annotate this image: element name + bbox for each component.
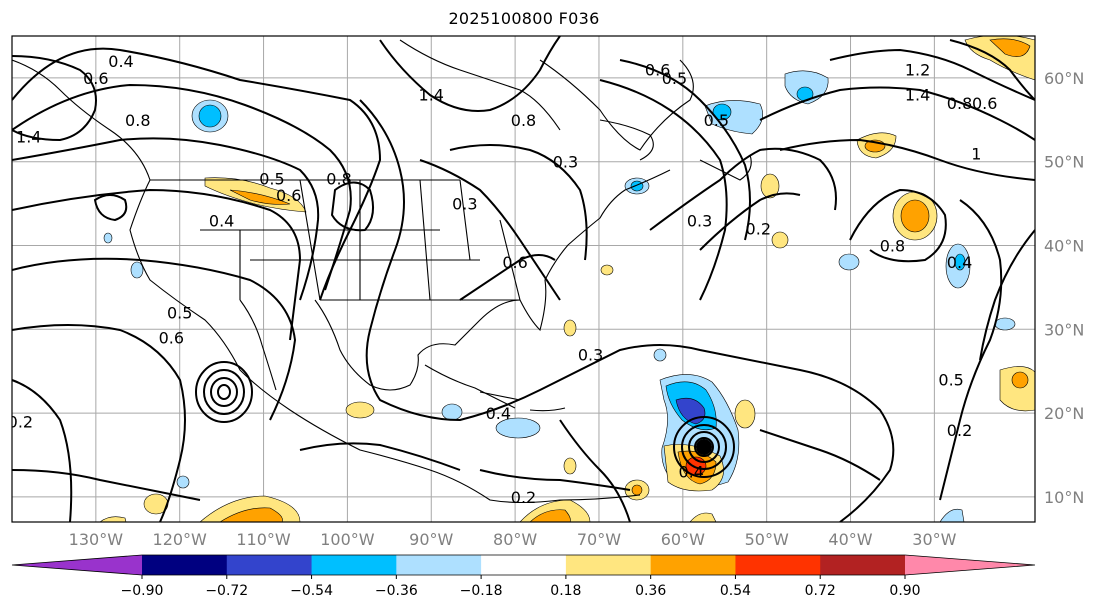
longitude-labels: 130°W 120°W 110°W 100°W 90°W 80°W 70°W 60°W 50°W…: [69, 530, 957, 549]
latitude-label: 50°N: [1044, 153, 1084, 172]
longitude-label: 50°W: [745, 530, 789, 549]
contour-label: 0.3: [553, 153, 578, 172]
longitude-label: 30°W: [912, 530, 956, 549]
hurricane-contours: [673, 416, 735, 478]
contour-label: 0.8: [326, 169, 351, 188]
contour-label: 0.4: [486, 404, 511, 423]
longitude-label: 40°W: [828, 530, 872, 549]
longitude-label: 100°W: [320, 530, 375, 549]
contour-label: 0.4: [209, 211, 234, 230]
storm-center-marker: [696, 439, 712, 455]
latitude-label: 30°N: [1044, 320, 1084, 339]
contour-label: 0.3: [687, 211, 712, 230]
longitude-label: 60°W: [661, 530, 705, 549]
longitude-label: 80°W: [493, 530, 537, 549]
contour-label: 1: [971, 144, 981, 163]
contour-label: 0.2: [511, 488, 536, 507]
contour-label: 0.3: [452, 195, 477, 214]
colorbar-under-arrow: [12, 555, 142, 575]
pacific-low-contours: [195, 361, 253, 423]
contour-label: 0.6: [83, 69, 108, 88]
colorbar-tick-label: −0.90: [121, 583, 164, 599]
shaded-anomalies: [99, 36, 1035, 522]
contour-label: 0.5: [259, 169, 284, 188]
contour-label: 0.5: [938, 371, 963, 390]
contour-label: 0.2: [947, 421, 972, 440]
contour-label: 1.4: [16, 128, 41, 147]
contour-label: 1.4: [419, 86, 444, 105]
colorbar-tick-label: −0.18: [460, 583, 503, 599]
colorbar-over-arrow: [905, 555, 1035, 575]
colorbar-segment: [226, 555, 313, 575]
contour-label: 0.5: [662, 69, 687, 88]
contour-label: 0.4: [947, 253, 972, 272]
latitude-labels: 10°N 20°N 30°N 40°N 50°N 60°N: [1044, 69, 1084, 507]
contour-label: 0.6: [645, 61, 670, 80]
contour-label: 0.2: [746, 220, 771, 239]
colorbar-tick-label: 0.36: [635, 583, 666, 599]
colorbar-segment: [481, 555, 567, 575]
latitude-label: 60°N: [1044, 69, 1084, 88]
colorbar-segment: [735, 555, 821, 575]
map-title: 2025100800 F036: [448, 9, 600, 28]
longitude-label: 90°W: [409, 530, 453, 549]
contour-label: 0.8: [880, 236, 905, 255]
contour-label: 0.8: [947, 94, 972, 113]
colorbar-tick-label: 0.18: [550, 583, 581, 599]
colorbar-segment: [650, 555, 736, 575]
contour-labels: 0.40.60.81.40.5 0.80.60.41.40.80.30.30.60…: [8, 52, 997, 507]
colorbar-segment: [565, 555, 652, 575]
colorbar-tick-labels: −0.90 −0.72 −0.54 −0.36 −0.18 0.18 0.36 0.54 0.7…: [121, 575, 921, 599]
latitude-label: 40°N: [1044, 236, 1084, 255]
colorbar-tick-label: −0.54: [290, 583, 333, 599]
colorbar-tick-label: 0.90: [889, 583, 920, 599]
contour-label: 0.5: [167, 304, 192, 323]
contour-label: 1.2: [905, 61, 930, 80]
contour-label: 0.6: [502, 253, 527, 272]
colorbar-tick-label: −0.36: [375, 583, 418, 599]
contour-label: 0.6: [159, 329, 184, 348]
map-frame: [11, 35, 1036, 523]
latitude-label: 20°N: [1044, 404, 1084, 423]
contour-label: 0.8: [511, 111, 536, 130]
colorbar: [11, 554, 1036, 576]
colorbar-segment: [820, 555, 906, 575]
contour-label: 0.8: [125, 111, 150, 130]
contour-label: 0.2: [8, 412, 33, 431]
longitude-label: 130°W: [69, 530, 124, 549]
colorbar-tick-label: 0.72: [805, 583, 836, 599]
contour-label: 0.4: [678, 463, 703, 482]
contour-label: 0.6: [276, 186, 301, 205]
longitude-label: 110°W: [236, 530, 291, 549]
latitude-label: 10°N: [1044, 488, 1084, 507]
contour-label: 0.3: [578, 345, 603, 364]
contour-lines: [12, 36, 1035, 522]
contour-label: 0.5: [704, 111, 729, 130]
colorbar-tick-label: −0.72: [205, 583, 248, 599]
colorbar-segment: [142, 555, 228, 575]
colorbar-tick-label: 0.54: [720, 583, 751, 599]
longitude-label: 120°W: [153, 530, 208, 549]
contour-label: 1.4: [905, 86, 930, 105]
colorbar-segment: [396, 555, 482, 575]
contour-label: 0.4: [108, 52, 133, 71]
contour-label: 0.6: [972, 94, 997, 113]
longitude-label: 70°W: [577, 530, 621, 549]
map-plot-area: [12, 36, 1035, 522]
colorbar-segment: [311, 555, 397, 575]
